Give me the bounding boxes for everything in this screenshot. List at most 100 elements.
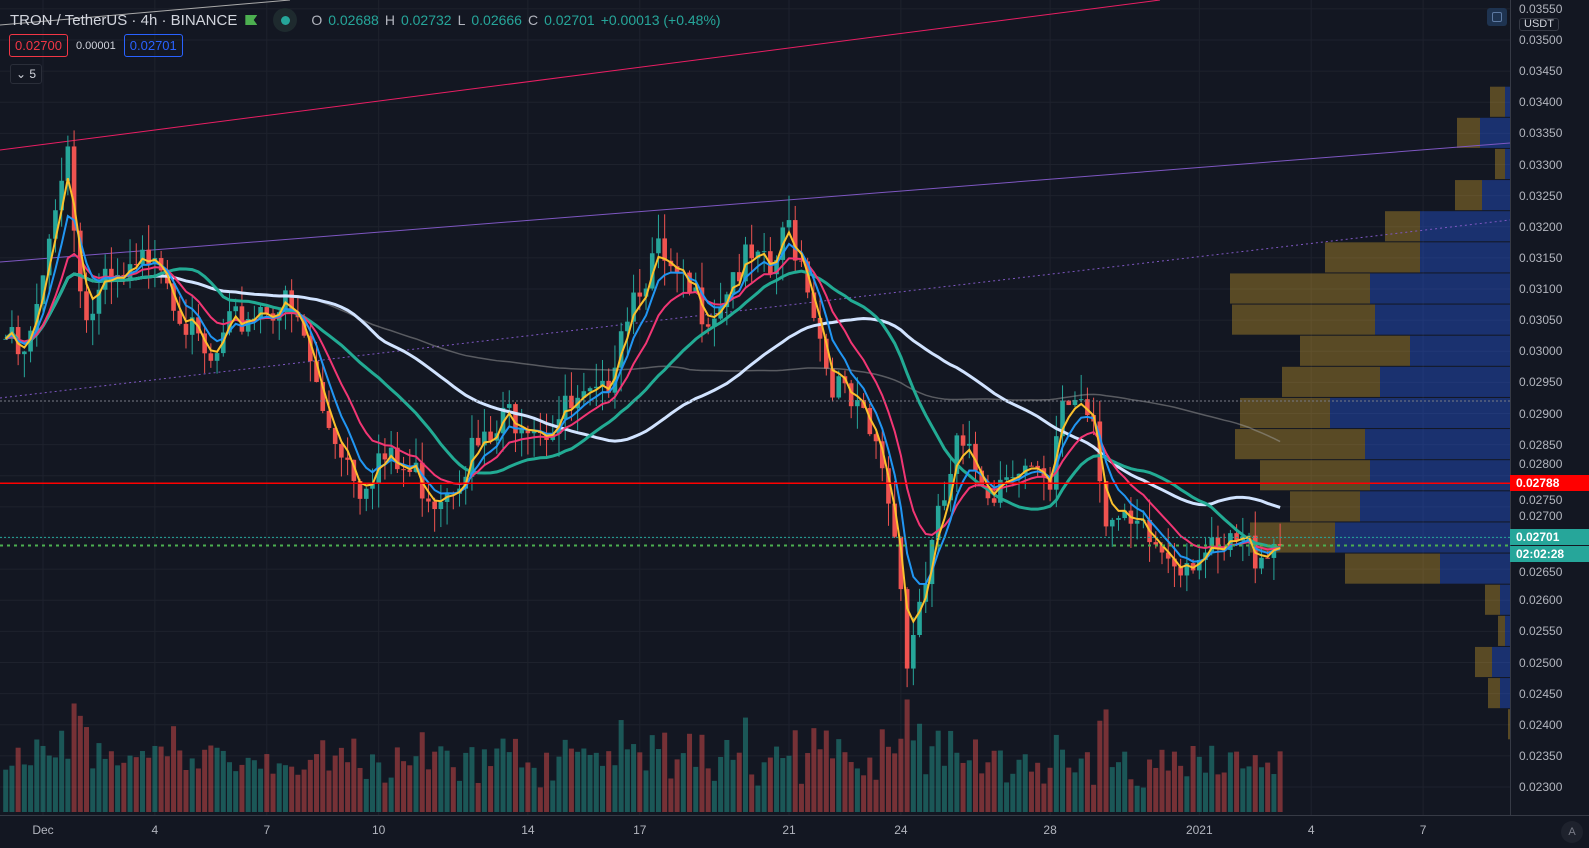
volume-bar: [624, 749, 630, 812]
flag-icon[interactable]: [245, 15, 258, 25]
candle: [749, 244, 754, 259]
volume-bar: [923, 774, 929, 812]
volume-bar: [463, 752, 469, 812]
volume-profile-up: [1505, 615, 1510, 646]
volume-bar: [3, 769, 9, 812]
volume-bar: [817, 749, 823, 812]
volume-bar: [457, 780, 463, 812]
candle: [370, 483, 375, 489]
candle: [475, 437, 481, 446]
volume-profile-down: [1495, 148, 1505, 180]
candle: [357, 480, 363, 499]
volume-bar: [394, 747, 400, 812]
buy-button[interactable]: 0.02701: [123, 34, 183, 57]
volume-bar: [1053, 734, 1059, 812]
price-tick: 0.02750: [1519, 492, 1563, 507]
candle: [911, 634, 916, 669]
trend-line: [0, 142, 1510, 263]
candle: [314, 361, 319, 383]
volume-bar: [276, 763, 282, 812]
candle: [929, 539, 935, 585]
candle: [140, 249, 145, 265]
volume-bar: [407, 765, 413, 812]
volume-bar: [550, 780, 556, 812]
candle: [1035, 465, 1040, 469]
volume-bar: [282, 765, 288, 812]
date-tick: 28: [1043, 823, 1057, 837]
volume-bar: [867, 757, 873, 812]
volume-bar: [295, 774, 301, 812]
candle: [133, 264, 139, 266]
volume-bar: [494, 748, 500, 812]
volume-profile-up: [1410, 335, 1510, 366]
candle: [923, 584, 929, 602]
volume-bar: [612, 765, 618, 812]
volume-bar: [444, 750, 450, 812]
market-status-icon: [273, 8, 298, 32]
volume-bar: [127, 755, 133, 812]
volume-bar: [345, 762, 351, 812]
volume-bar: [736, 752, 742, 812]
volume-bar: [1277, 751, 1283, 812]
volume-bar: [761, 762, 767, 812]
price-tick: 0.02450: [1519, 686, 1563, 701]
volume-bar: [711, 780, 717, 812]
volume-bar: [1097, 720, 1103, 812]
volume-bar: [873, 779, 879, 812]
price-tick: 0.03000: [1519, 344, 1563, 359]
volume-bar: [9, 765, 15, 812]
volume-bar: [84, 727, 90, 812]
candle: [1184, 563, 1190, 576]
layout-button[interactable]: [1487, 8, 1507, 26]
volume-bar: [264, 754, 270, 812]
price-tick: 0.02550: [1519, 624, 1563, 639]
volume-bar: [662, 732, 668, 812]
candle: [90, 313, 96, 321]
candle: [233, 306, 239, 312]
indicators-toggle-button[interactable]: ⌄ 5: [10, 64, 43, 84]
candle: [693, 287, 699, 293]
price-axis[interactable]: 0.02300 0.02350 0.02400 0.02450 0.02500 0.025…: [1510, 0, 1589, 815]
volume-profile-down: [1300, 335, 1410, 366]
candle: [53, 210, 58, 239]
volume-profile-up: [1360, 491, 1510, 522]
volume-bar: [929, 746, 935, 812]
volume-bar: [500, 738, 506, 812]
candle: [438, 501, 444, 510]
volume-bar: [749, 774, 755, 812]
spread: 0.00001: [76, 39, 116, 52]
volume-profile-down: [1290, 491, 1360, 522]
candle: [388, 447, 394, 460]
volume-bar: [115, 765, 121, 812]
volume-bar: [146, 757, 152, 812]
volume-bar: [830, 758, 836, 812]
volume-bar: [997, 750, 1003, 812]
sell-button[interactable]: 0.02700: [9, 34, 68, 57]
volume-bar: [28, 765, 34, 812]
candle: [1178, 566, 1183, 576]
volume-bar: [811, 728, 817, 812]
volume-bar: [239, 764, 245, 812]
volume-bar: [1109, 767, 1115, 812]
ema-3-line: [5, 178, 1281, 624]
volume-bar: [171, 726, 177, 812]
currency-label[interactable]: USDT: [1519, 18, 1559, 31]
candle: [1060, 400, 1065, 437]
chevron-down-icon: ⌄: [16, 67, 27, 81]
candle: [1197, 559, 1202, 571]
candle: [1072, 399, 1078, 406]
candle: [637, 292, 643, 297]
price-tick: 0.02800: [1519, 456, 1563, 471]
volume-bar: [823, 730, 829, 812]
symbol-title[interactable]: TRON / TetherUS · 4h · BINANCE: [10, 11, 238, 29]
time-axis[interactable]: A Dec 4 7 10 14 17 21 24 28 2021 4 7: [0, 815, 1589, 848]
volume-profile-down: [1235, 429, 1365, 460]
volume-bar: [512, 738, 518, 812]
price-chart[interactable]: [0, 0, 1510, 815]
candle: [942, 500, 947, 506]
volume-bar: [307, 759, 313, 812]
volume-bar: [655, 749, 661, 812]
price-tick: 0.02650: [1519, 565, 1563, 580]
candle: [904, 589, 910, 669]
auto-scale-button[interactable]: A: [1561, 821, 1583, 843]
